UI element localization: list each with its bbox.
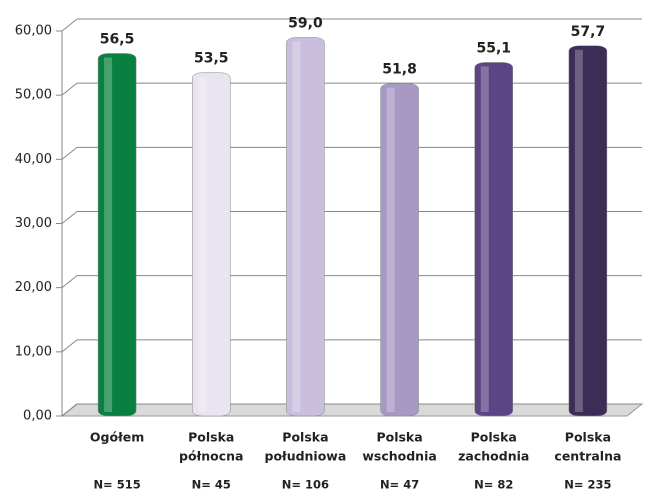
sample-size: N= 45 [192, 478, 231, 492]
sample-size: N= 515 [93, 478, 140, 492]
grid-line [61, 339, 78, 353]
x-tick-label: Polska [282, 430, 328, 445]
x-tick-label: Polska [188, 430, 234, 445]
bar [97, 53, 137, 417]
x-tick-label: wschodnia [362, 449, 436, 464]
bar-highlight [480, 66, 489, 413]
sample-size: N= 235 [564, 478, 611, 492]
x-tick-label: Polska [565, 430, 611, 445]
grid-line [61, 82, 78, 96]
y-tick-label: 20,00 [15, 280, 52, 295]
grid-line [61, 275, 78, 289]
y-tick-label: 40,00 [15, 152, 52, 167]
value-label: 56,5 [100, 31, 135, 47]
y-tick-label: 60,00 [15, 24, 52, 39]
bar-highlight [292, 41, 301, 413]
value-label: 55,1 [476, 40, 511, 56]
x-tick-label: zachodnia [458, 449, 529, 464]
bar-highlight [574, 49, 583, 413]
x-tick-label: Polska [471, 430, 517, 445]
sample-size: N= 82 [474, 478, 513, 492]
grid-line [61, 211, 78, 224]
x-tick-label: Ogółem [90, 430, 144, 445]
y-tick-label: 30,00 [15, 216, 52, 231]
value-label: 51,8 [382, 62, 417, 78]
x-tick-label: północna [179, 449, 243, 464]
floor [60, 403, 644, 417]
y-tick-label: 10,00 [15, 344, 52, 359]
y-tick-label: 0,00 [23, 409, 52, 424]
bar-highlight [386, 87, 395, 412]
bar [286, 37, 325, 417]
x-tick-label: południowa [265, 449, 347, 464]
x-tick-label: Polska [376, 430, 422, 445]
value-label: 59,0 [288, 15, 323, 31]
value-label: 57,7 [571, 24, 606, 40]
bar-highlight [198, 76, 207, 412]
bar [380, 83, 419, 417]
grid-line [61, 146, 78, 160]
sample-size: N= 106 [282, 478, 329, 492]
grid-line [61, 403, 78, 417]
bar-highlight [104, 57, 113, 412]
bar [474, 62, 513, 417]
value-label: 53,5 [194, 51, 229, 67]
bar [192, 72, 231, 417]
x-tick-label: centralna [554, 449, 621, 464]
y-tick-label: 50,00 [15, 88, 52, 103]
sample-size: N= 47 [380, 478, 419, 492]
bar [568, 45, 608, 417]
grid-line [61, 18, 78, 32]
